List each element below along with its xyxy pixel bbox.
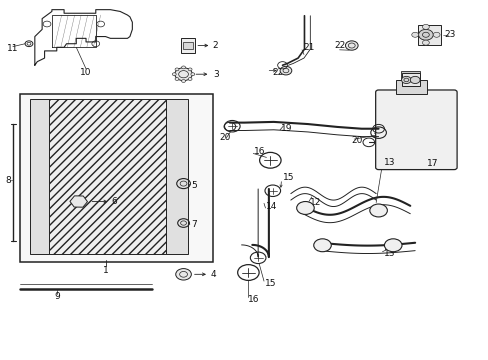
Bar <box>400 71 419 80</box>
Bar <box>30 99 49 253</box>
Text: 12: 12 <box>309 198 321 207</box>
Circle shape <box>409 76 419 84</box>
Text: 8: 8 <box>5 176 11 185</box>
Bar <box>183 42 192 49</box>
Text: 13: 13 <box>383 249 394 258</box>
Text: 22: 22 <box>272 68 284 77</box>
Text: 20: 20 <box>351 136 363 145</box>
Circle shape <box>432 32 439 37</box>
Circle shape <box>181 66 185 69</box>
Circle shape <box>418 30 432 40</box>
Circle shape <box>296 202 314 215</box>
Bar <box>181 38 194 53</box>
Text: 4: 4 <box>210 270 216 279</box>
Circle shape <box>175 68 179 71</box>
Circle shape <box>345 41 357 50</box>
Bar <box>401 73 419 86</box>
Circle shape <box>384 239 401 252</box>
Text: 16: 16 <box>254 147 265 156</box>
Text: 21: 21 <box>303 43 314 52</box>
Circle shape <box>422 40 428 45</box>
Bar <box>395 80 427 94</box>
Circle shape <box>313 239 330 252</box>
Text: 18: 18 <box>403 82 415 91</box>
Text: 22: 22 <box>333 41 345 50</box>
Circle shape <box>188 78 192 81</box>
Text: 19: 19 <box>281 124 292 133</box>
Circle shape <box>369 204 386 217</box>
Bar <box>49 99 166 253</box>
Text: 13: 13 <box>383 158 394 167</box>
Circle shape <box>411 32 418 37</box>
Text: 2: 2 <box>212 41 218 50</box>
Text: 1: 1 <box>102 266 108 275</box>
Bar <box>166 99 188 253</box>
Text: 6: 6 <box>112 197 118 206</box>
Text: 15: 15 <box>282 173 293 182</box>
Circle shape <box>181 80 185 82</box>
Text: 17: 17 <box>427 159 438 168</box>
Text: 23: 23 <box>444 30 455 39</box>
Text: 20: 20 <box>219 133 230 142</box>
Circle shape <box>174 68 192 81</box>
Text: 16: 16 <box>248 294 259 303</box>
Circle shape <box>172 73 176 76</box>
Circle shape <box>401 76 410 84</box>
Text: 14: 14 <box>266 202 277 211</box>
Circle shape <box>280 66 291 75</box>
Circle shape <box>188 68 192 71</box>
Circle shape <box>175 269 191 280</box>
Text: 15: 15 <box>264 279 276 288</box>
Text: 7: 7 <box>190 220 196 229</box>
FancyBboxPatch shape <box>375 90 456 170</box>
Text: 3: 3 <box>212 70 218 79</box>
Bar <box>20 94 212 262</box>
Text: 5: 5 <box>190 181 196 190</box>
Bar <box>417 25 440 45</box>
Circle shape <box>190 73 194 76</box>
Text: 9: 9 <box>54 292 60 301</box>
Circle shape <box>422 24 428 30</box>
Circle shape <box>175 78 179 81</box>
Text: 11: 11 <box>6 44 18 53</box>
Text: 10: 10 <box>80 68 92 77</box>
